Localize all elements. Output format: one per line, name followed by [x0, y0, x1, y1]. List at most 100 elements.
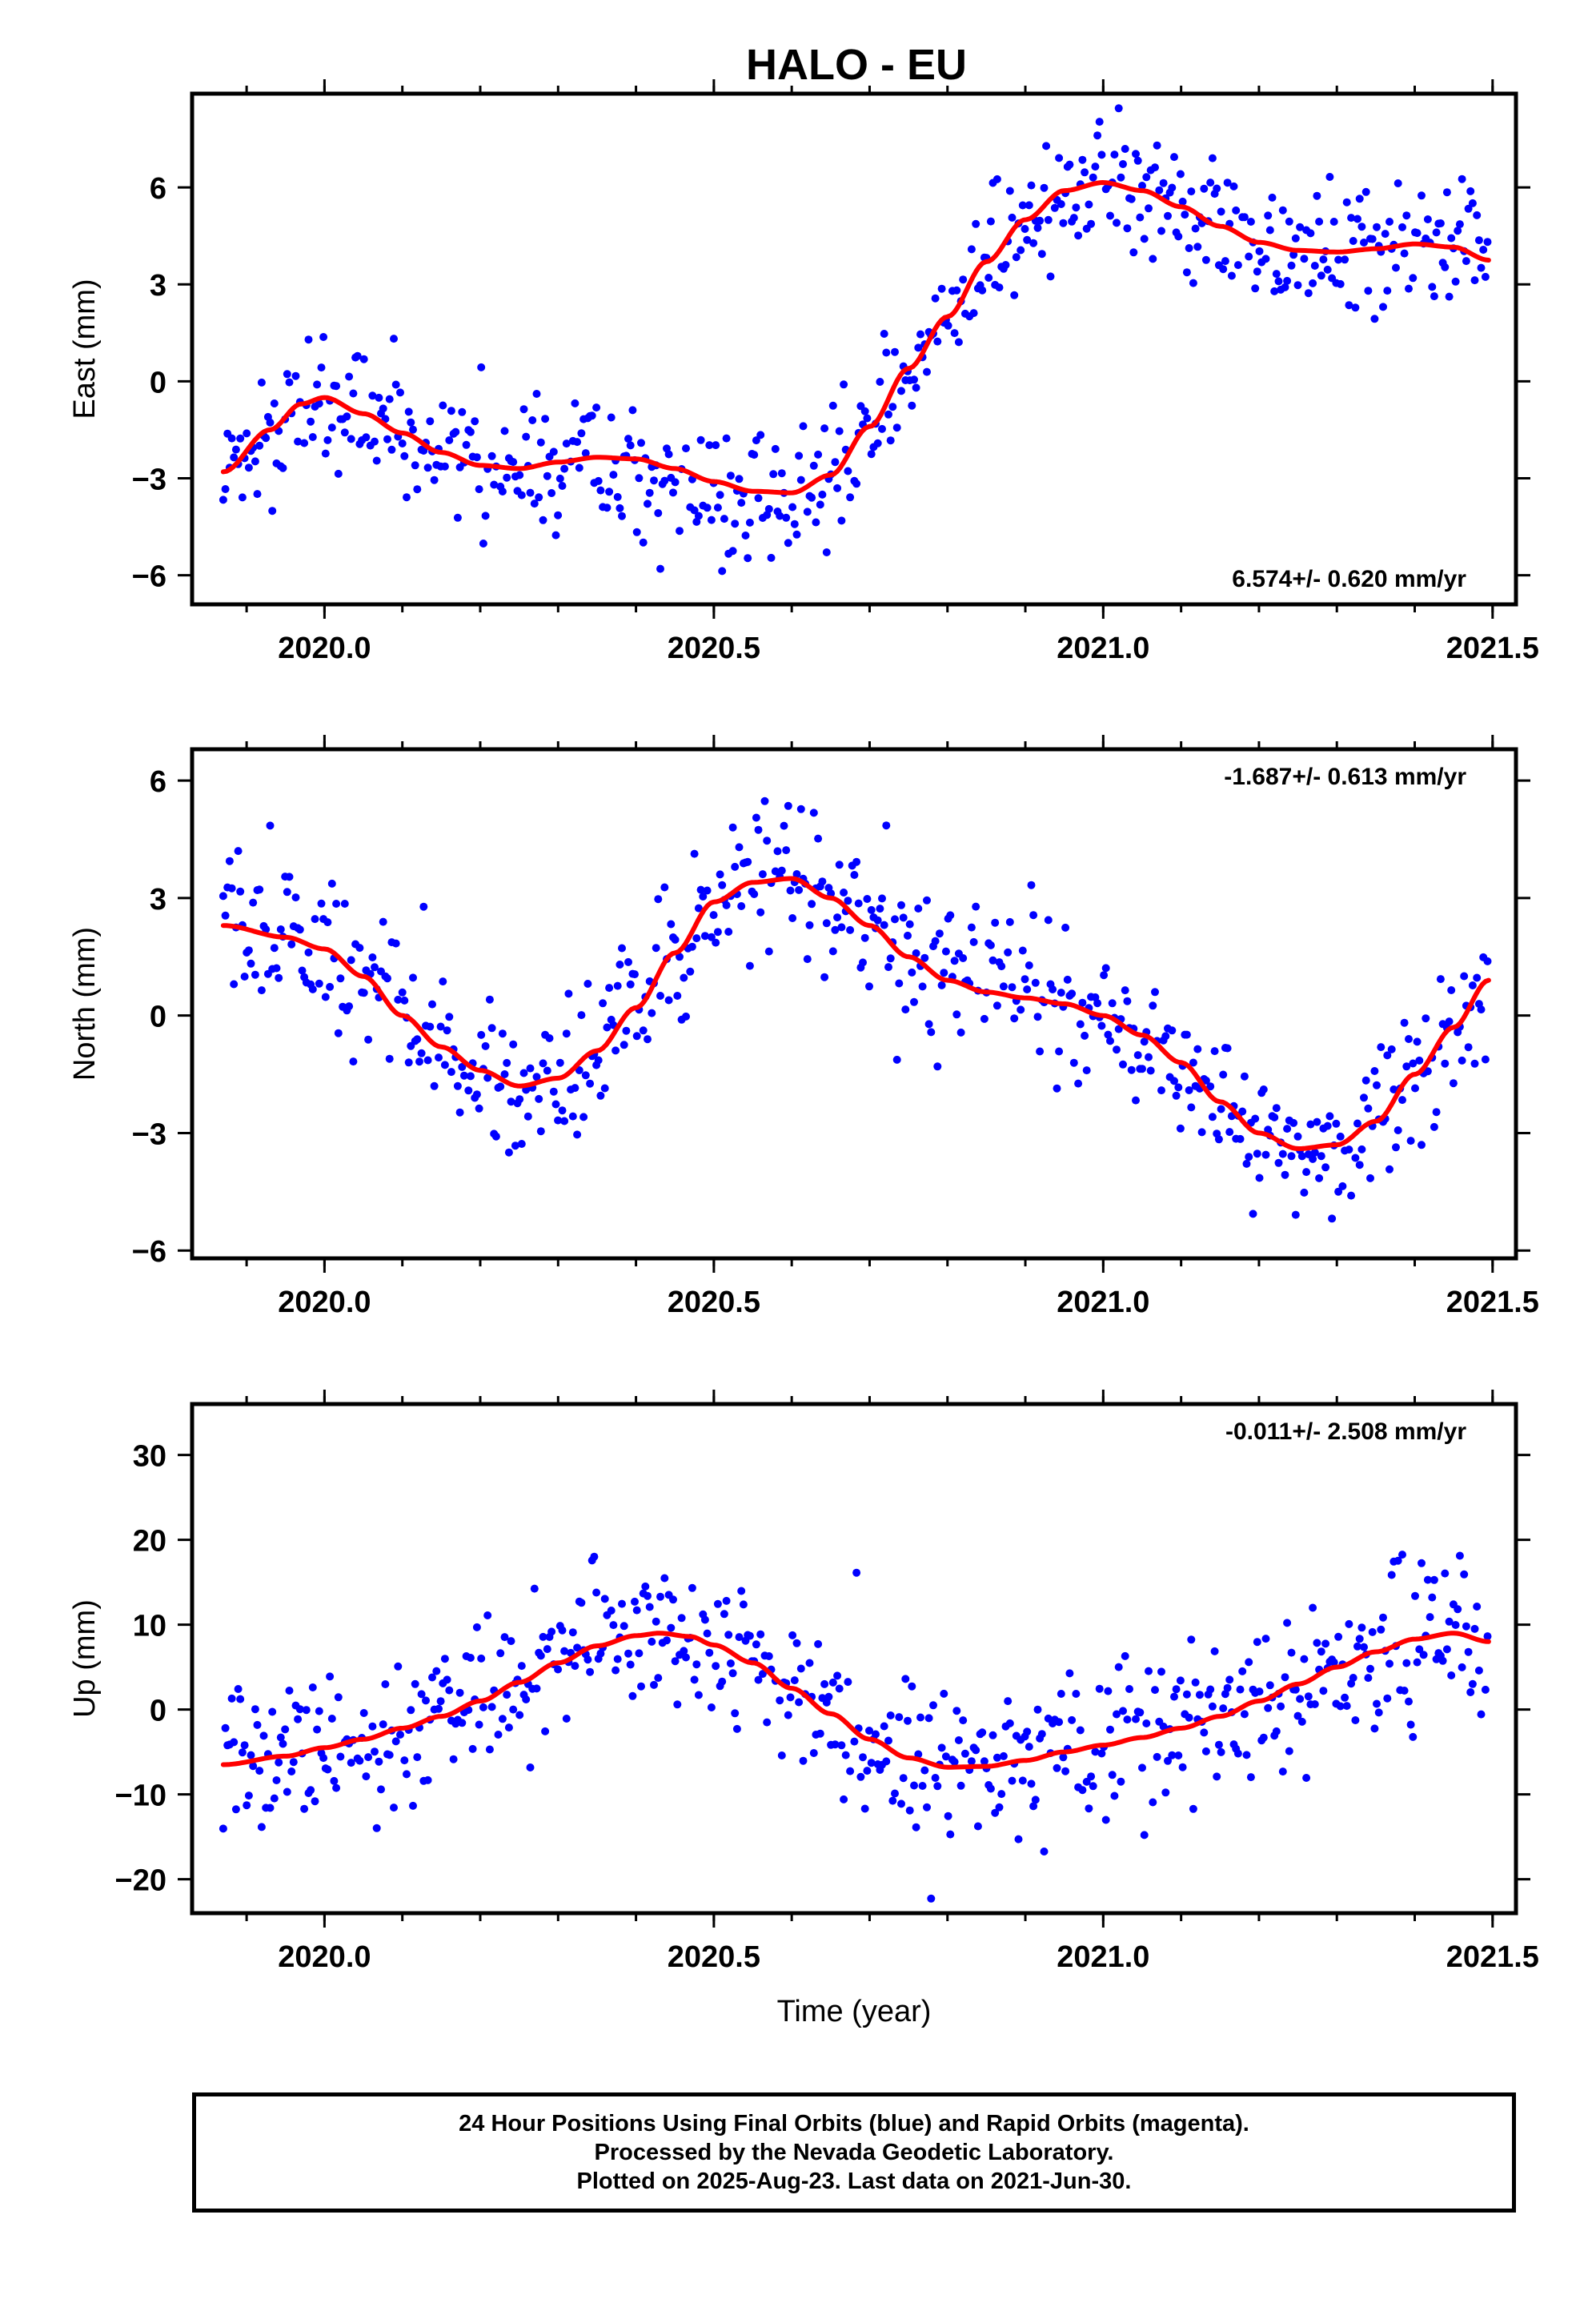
data-point [536, 1651, 545, 1660]
data-point [371, 963, 379, 972]
data-point [371, 1747, 379, 1756]
data-point [404, 1058, 413, 1067]
data-point [904, 1716, 912, 1725]
data-point [1225, 1675, 1234, 1684]
footer-line-2: Processed by the Nevada Geodetic Laborat… [594, 2140, 1114, 2165]
data-point [391, 1737, 400, 1746]
data-point [1302, 1774, 1311, 1782]
data-point [244, 463, 253, 472]
data-point [409, 1801, 417, 1810]
data-point [1219, 1704, 1228, 1713]
rate-label: -0.011+/- 2.508 mm/yr [1225, 1418, 1466, 1445]
data-point [483, 1073, 492, 1082]
data-point [867, 905, 876, 914]
data-point [231, 445, 240, 454]
data-point [722, 1596, 731, 1605]
panel-up: 2020.0 2020.5 2021.0 2021.5 −20 −10 0 10 20 30 Up … [68, 1390, 1539, 2028]
data-point [236, 434, 245, 443]
data-point [1383, 287, 1392, 295]
data-point [332, 382, 341, 391]
data-point [543, 1645, 551, 1654]
data-point [784, 539, 792, 548]
data-point [575, 463, 583, 472]
data-point [1405, 1035, 1413, 1043]
data-point [1119, 160, 1127, 168]
data-point [1436, 219, 1445, 227]
data-point [805, 921, 814, 929]
data-point [1370, 1724, 1379, 1733]
data-point [554, 1665, 563, 1674]
data-point [1402, 1062, 1411, 1071]
data-point [1033, 1013, 1042, 1021]
data-point [860, 1804, 869, 1813]
data-point [752, 813, 760, 822]
data-point [1178, 1763, 1187, 1771]
data-point [560, 1117, 569, 1125]
data-point [1383, 1694, 1392, 1703]
data-point [705, 441, 714, 450]
data-point [726, 1659, 735, 1667]
data-point [1021, 975, 1029, 984]
data-point [927, 1894, 936, 1903]
data-point [799, 422, 808, 431]
data-point [592, 403, 601, 412]
data-point [445, 1013, 454, 1021]
data-point [560, 1647, 569, 1655]
data-point [712, 1662, 720, 1671]
data-point [445, 1686, 454, 1695]
data-point [808, 900, 816, 909]
data-point [908, 1682, 916, 1691]
data-point [1309, 1603, 1317, 1612]
data-point [530, 500, 539, 508]
data-point [745, 518, 754, 527]
data-point [780, 821, 788, 830]
data-point [276, 1733, 285, 1742]
data-point [1114, 104, 1123, 113]
data-point [1161, 1788, 1170, 1797]
data-point [1223, 179, 1232, 187]
y-tick-label: 3 [150, 883, 166, 917]
data-point [1355, 195, 1364, 203]
data-point [390, 335, 398, 343]
data-point [1133, 156, 1142, 165]
data-point [1319, 1687, 1328, 1695]
data-point [1393, 1556, 1402, 1565]
data-point [786, 886, 795, 895]
data-point [912, 1823, 920, 1832]
data-point [272, 1776, 281, 1784]
data-point [549, 1087, 558, 1096]
data-point [1172, 1685, 1181, 1694]
data-point [458, 1062, 467, 1071]
data-point [737, 499, 746, 508]
data-point [667, 1623, 676, 1632]
data-point [799, 1756, 808, 1765]
data-point [605, 984, 614, 993]
data-point [1447, 986, 1456, 994]
data-point [1447, 1671, 1456, 1679]
data-point [682, 444, 690, 453]
data-point [1119, 1707, 1127, 1715]
data-point [249, 1762, 258, 1771]
data-point [1474, 236, 1483, 245]
data-point [1428, 1593, 1437, 1602]
data-point [1458, 1056, 1466, 1065]
data-point [387, 445, 396, 454]
data-point [735, 1633, 744, 1642]
data-point [1157, 1667, 1165, 1676]
data-point [694, 512, 703, 520]
data-point [536, 438, 545, 447]
data-point [1132, 150, 1140, 158]
data-point [279, 463, 287, 472]
data-point [1281, 1170, 1289, 1179]
data-point [933, 337, 942, 346]
data-point [1065, 160, 1074, 169]
data-point [547, 1627, 556, 1636]
data-point [929, 1701, 937, 1710]
y-tick-label: 0 [150, 1695, 166, 1728]
data-point [1441, 263, 1450, 271]
data-point [1042, 142, 1051, 150]
data-point [1458, 1663, 1466, 1671]
data-point [931, 294, 940, 303]
data-point [1460, 1570, 1469, 1579]
data-point [327, 1715, 336, 1723]
